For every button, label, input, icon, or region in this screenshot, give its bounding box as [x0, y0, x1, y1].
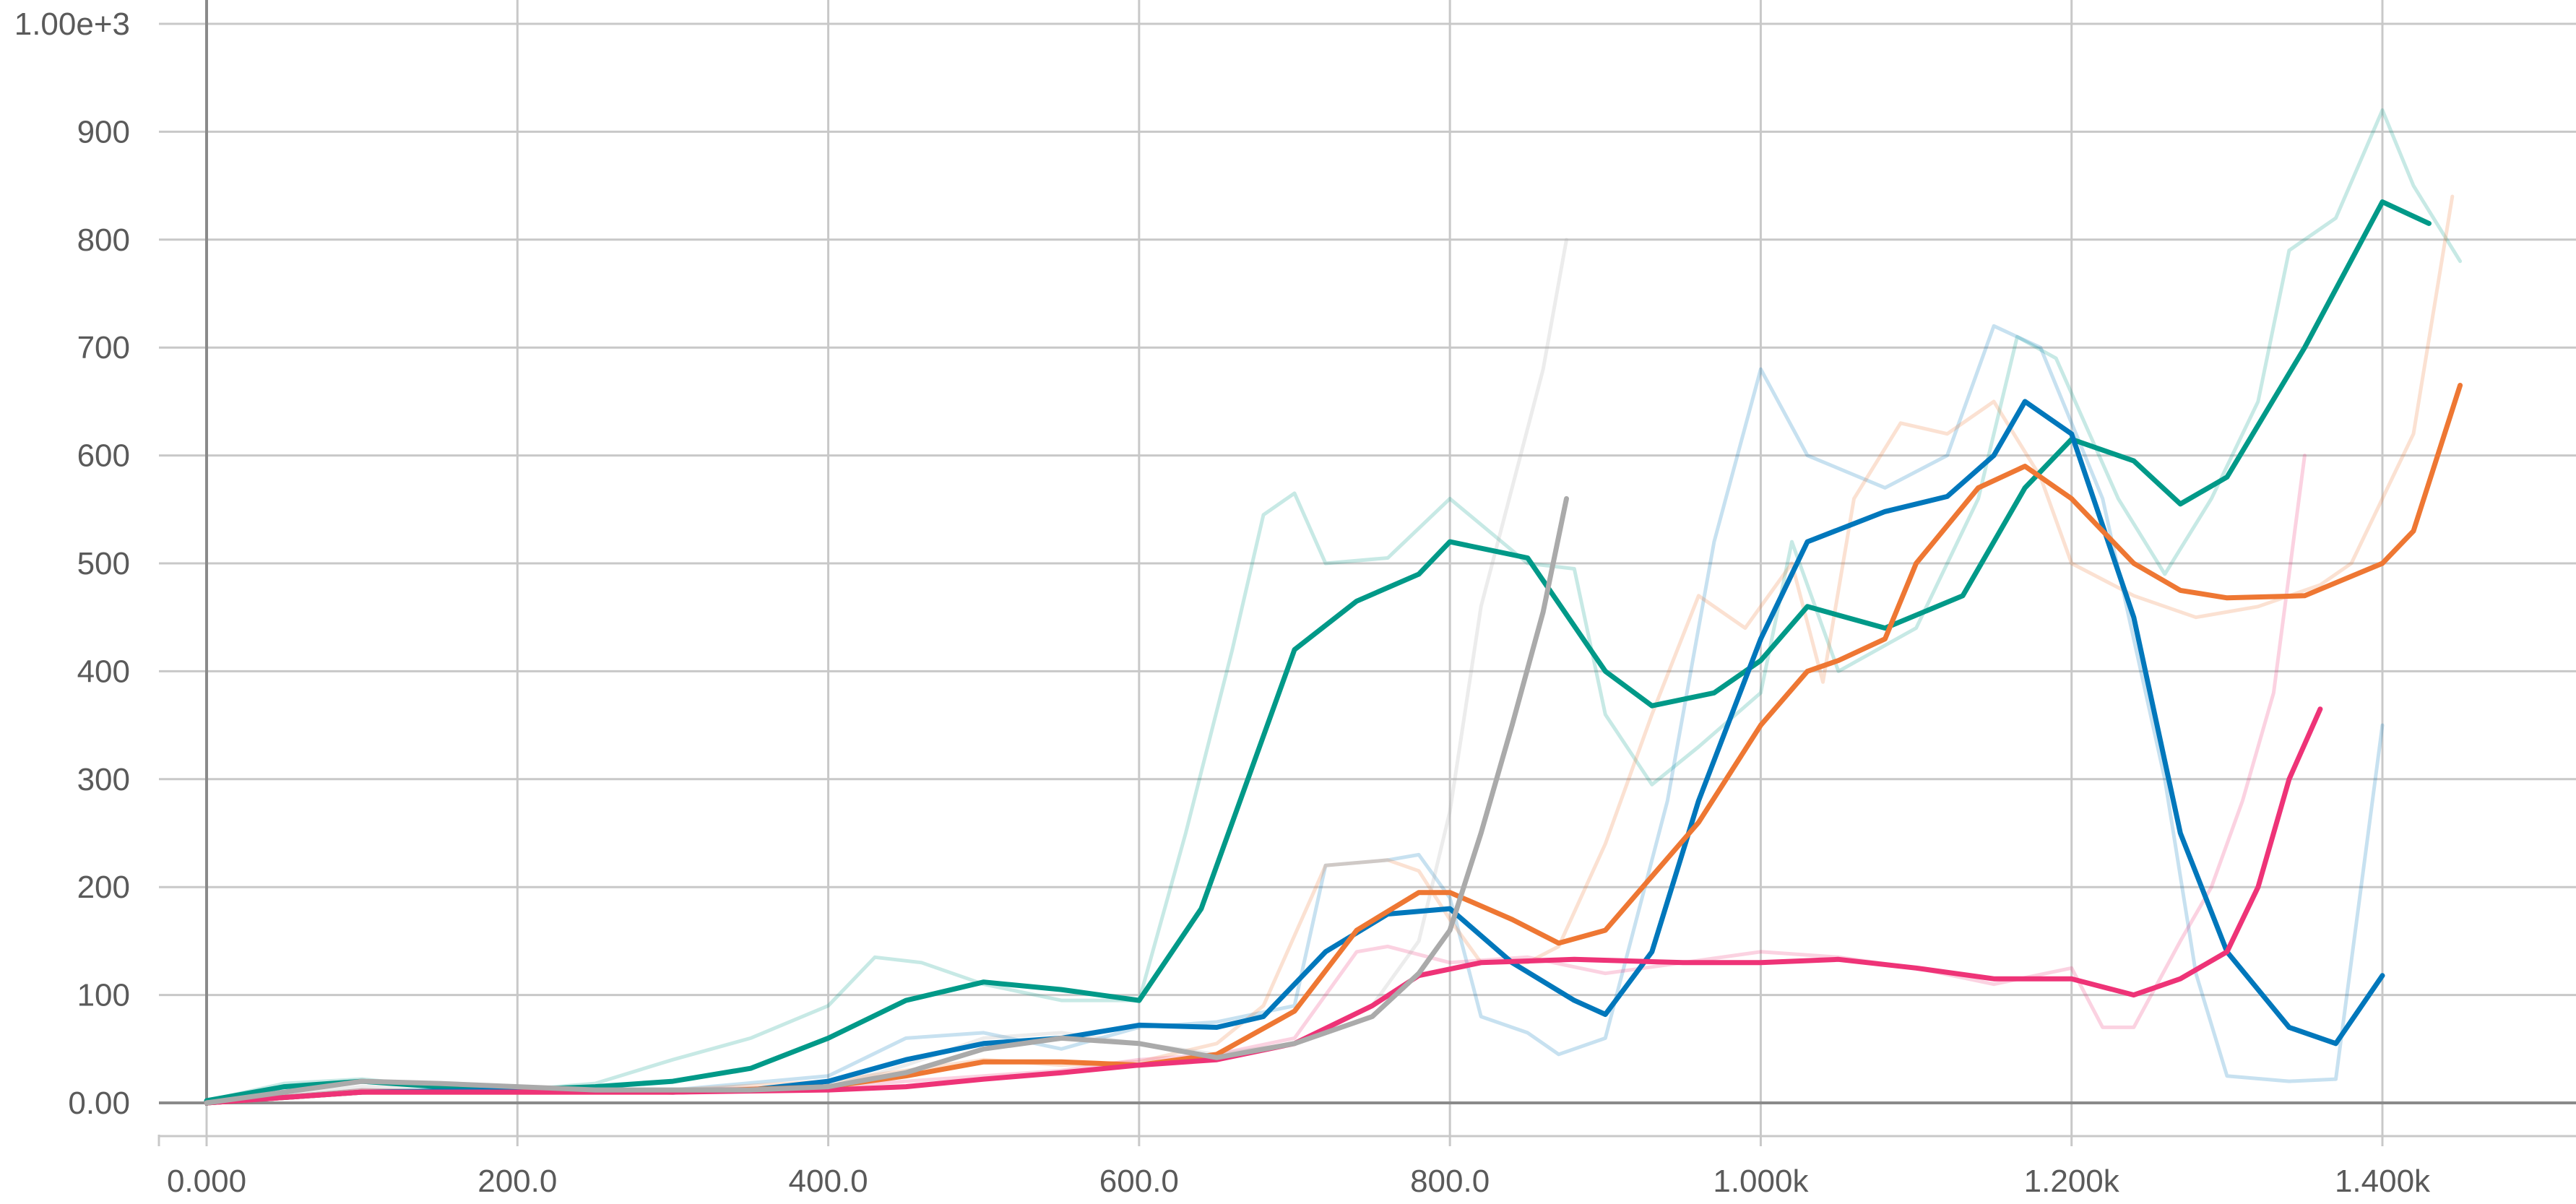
- x-tick-label: 400.0: [789, 1164, 868, 1199]
- series-2-raw-line: [204, 324, 2385, 1105]
- series-2-smoothed-line: [204, 399, 2385, 1106]
- x-tick-label: 200.0: [477, 1164, 557, 1199]
- gridlines: [159, 0, 2576, 1146]
- y-tick-label: 400: [77, 654, 130, 689]
- smoothed-series-lines: [204, 199, 2463, 1106]
- y-tick-label: 200: [77, 870, 130, 905]
- y-tick-label: 600: [77, 438, 130, 474]
- series-1-smoothed-line: [204, 199, 2432, 1104]
- y-tick-label: 300: [77, 762, 130, 797]
- series-3-smoothed-line: [204, 383, 2463, 1106]
- x-tick-label: 0.000: [167, 1164, 246, 1199]
- series-1-raw-line: [204, 108, 2463, 1103]
- x-tick-label: 800.0: [1410, 1164, 1490, 1199]
- y-axis-tick-labels: 0.00 100 200 300 400 500 600 700 800 900 1.00e+3: [14, 7, 130, 1121]
- x-axis-tick-labels: 0.000 200.0 400.0 600.0 800.0 1.000k 1.200k 1.4…: [167, 1164, 2431, 1199]
- y-tick-label: 500: [77, 546, 130, 581]
- y-tick-label: 1.00e+3: [14, 7, 130, 42]
- series-4-smoothed-line: [204, 706, 2323, 1106]
- x-tick-label: 1.400k: [2335, 1164, 2431, 1199]
- y-tick-label: 800: [77, 222, 130, 258]
- series-4-raw-line: [204, 454, 2307, 1105]
- y-tick-label: 900: [77, 114, 130, 150]
- raw-series-lines: [204, 108, 2463, 1105]
- x-tick-label: 600.0: [1099, 1164, 1179, 1199]
- series-5-smoothed-line: [204, 495, 1569, 1106]
- x-tick-label: 1.200k: [2024, 1164, 2120, 1199]
- y-tick-label: 0.00: [68, 1086, 130, 1121]
- y-tick-label: 700: [77, 330, 130, 365]
- axes: [157, 0, 2576, 1146]
- y-tick-label: 100: [77, 978, 130, 1013]
- x-tick-label: 1.000k: [1713, 1164, 1809, 1199]
